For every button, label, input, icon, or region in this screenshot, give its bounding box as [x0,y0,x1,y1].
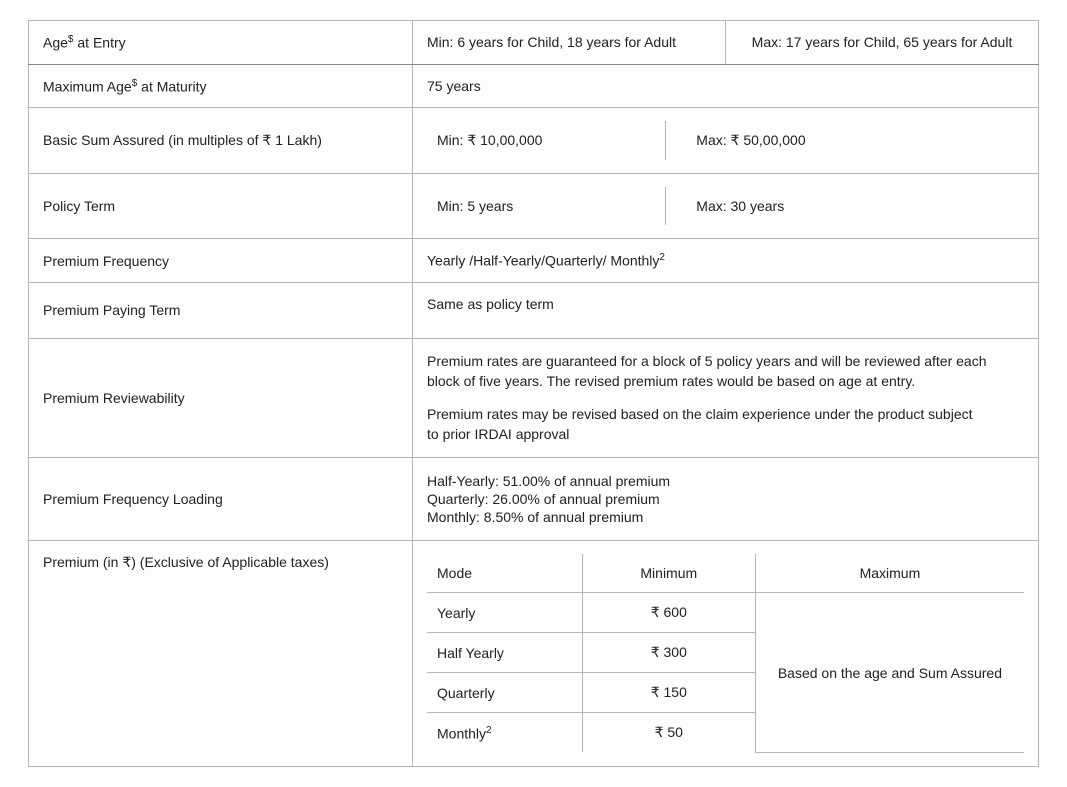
mode-cell: Half Yearly [427,633,582,673]
policy-term-split: Min: 5 years Max: 30 years [427,187,1024,225]
mode-cell: Monthly2 [427,713,582,753]
sum-assured-cell: Min: ₹ 10,00,000 Max: ₹ 50,00,000 [413,108,1039,174]
col-mode: Mode [427,554,582,593]
min-cell: ₹ 50 [582,713,755,753]
label-premium-amounts: Premium (in ₹) (Exclusive of Applicable … [29,541,413,767]
premium-inner-table: Mode Minimum Maximum Yearly ₹ 600 Based … [427,554,1024,753]
superscript: 2 [659,252,665,263]
row-premium-frequency-loading: Premium Frequency Loading Half-Yearly: 5… [29,458,1039,541]
text: Monthly [437,725,486,741]
row-age-entry: Age$ at Entry Min: 6 years for Child, 18… [29,21,1039,65]
loading-line: Quarterly: 26.00% of annual premium [427,491,1024,507]
age-entry-max: Max: 17 years for Child, 65 years for Ad… [726,21,1039,65]
superscript: 2 [486,725,492,736]
label-sum-assured: Basic Sum Assured (in multiples of ₹ 1 L… [29,108,413,174]
loading-line: Half-Yearly: 51.00% of annual premium [427,473,1024,489]
premium-paying-term-value: Same as policy term [413,282,1039,338]
col-maximum: Maximum [755,554,1024,593]
label-policy-term: Policy Term [29,174,413,239]
policy-term-min: Min: 5 years [427,187,666,225]
row-age-maturity: Maximum Age$ at Maturity 75 years [29,64,1039,108]
paragraph: Premium rates are guaranteed for a block… [427,352,987,391]
row-premium-frequency: Premium Frequency Yearly /Half-Yearly/Qu… [29,239,1039,283]
text: Age [43,35,68,51]
sum-assured-split: Min: ₹ 10,00,000 Max: ₹ 50,00,000 [427,121,1024,160]
min-cell: ₹ 150 [582,673,755,713]
text: Yearly /Half-Yearly/Quarterly/ Monthly [427,253,659,269]
min-cell: ₹ 600 [582,593,755,633]
row-premium-reviewability: Premium Reviewability Premium rates are … [29,338,1039,457]
premium-row-yearly: Yearly ₹ 600 Based on the age and Sum As… [427,593,1024,633]
row-premium-amounts: Premium (in ₹) (Exclusive of Applicable … [29,541,1039,767]
label-premium-frequency: Premium Frequency [29,239,413,283]
max-note-cell: Based on the age and Sum Assured [755,593,1024,753]
mode-cell: Yearly [427,593,582,633]
text: at Entry [73,35,125,51]
premium-frequency-loading-values: Half-Yearly: 51.00% of annual premium Qu… [413,458,1039,541]
premium-frequency-value: Yearly /Half-Yearly/Quarterly/ Monthly2 [413,239,1039,283]
label-premium-reviewability: Premium Reviewability [29,338,413,457]
age-entry-min: Min: 6 years for Child, 18 years for Adu… [413,21,726,65]
premium-reviewability-text: Premium rates are guaranteed for a block… [413,338,1039,457]
label-premium-frequency-loading: Premium Frequency Loading [29,458,413,541]
min-cell: ₹ 300 [582,633,755,673]
premium-amounts-cell: Mode Minimum Maximum Yearly ₹ 600 Based … [413,541,1039,767]
loading-line: Monthly: 8.50% of annual premium [427,509,1024,525]
mode-cell: Quarterly [427,673,582,713]
label-premium-paying-term: Premium Paying Term [29,282,413,338]
age-maturity-value: 75 years [413,64,1039,108]
text: Maximum Age [43,78,132,94]
row-premium-paying-term: Premium Paying Term Same as policy term [29,282,1039,338]
sum-assured-max: Max: ₹ 50,00,000 [666,121,1024,160]
label-age-maturity: Maximum Age$ at Maturity [29,64,413,108]
premium-header-row: Mode Minimum Maximum [427,554,1024,593]
row-sum-assured: Basic Sum Assured (in multiples of ₹ 1 L… [29,108,1039,174]
paragraph: Premium rates may be revised based on th… [427,405,987,444]
policy-table: Age$ at Entry Min: 6 years for Child, 18… [28,20,1039,767]
col-minimum: Minimum [582,554,755,593]
policy-term-cell: Min: 5 years Max: 30 years [413,174,1039,239]
label-age-entry: Age$ at Entry [29,21,413,65]
text: at Maturity [137,78,206,94]
sum-assured-min: Min: ₹ 10,00,000 [427,121,666,160]
row-policy-term: Policy Term Min: 5 years Max: 30 years [29,174,1039,239]
policy-term-max: Max: 30 years [666,187,1024,225]
